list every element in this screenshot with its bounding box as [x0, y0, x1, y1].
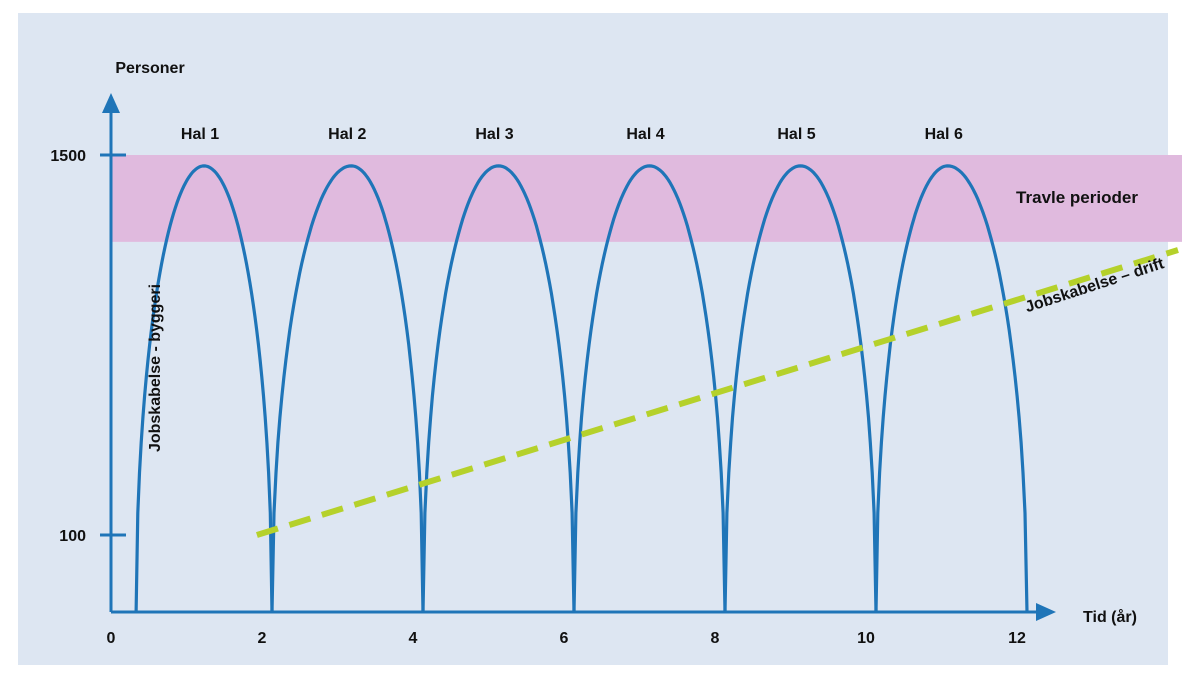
construction-hump-5: [723, 164, 878, 613]
y-axis-arrow: [102, 93, 120, 113]
hall-label-6: Hal 6: [925, 126, 963, 143]
y-axis-title: Personer: [115, 60, 184, 77]
construction-series-label: Jobskabelse - byggeri: [147, 284, 164, 452]
hall-label-2: Hal 2: [328, 126, 366, 143]
x-tick-label-2: 2: [258, 630, 267, 647]
construction-hump-2: [270, 164, 425, 613]
x-ticks: 0 2 4 6 8 10 12: [107, 630, 1026, 647]
construction-hump-1: [134, 164, 274, 613]
axes: [102, 93, 1056, 621]
hall-labels: Hal 1 Hal 2 Hal 3 Hal 4 Hal 5 Hal 6: [181, 126, 963, 143]
y-tick-label-1500: 1500: [50, 148, 86, 165]
drift-series-line: [256, 247, 1179, 538]
x-axis-title: Tid (år): [1083, 608, 1137, 626]
y-ticks: 100 1500: [50, 148, 126, 545]
y-tick-label-100: 100: [59, 528, 86, 545]
hall-label-4: Hal 4: [626, 126, 664, 143]
x-tick-label-10: 10: [857, 630, 875, 647]
busy-period-band: [110, 155, 1182, 242]
drift-series-label: Jobskabelse – drift: [1023, 255, 1167, 316]
x-tick-label-12: 12: [1008, 630, 1026, 647]
x-tick-label-8: 8: [711, 630, 720, 647]
x-tick-label-4: 4: [409, 630, 418, 647]
x-tick-label-6: 6: [560, 630, 569, 647]
hall-label-1: Hal 1: [181, 126, 219, 143]
x-axis-arrow: [1036, 603, 1056, 621]
construction-hump-3: [421, 164, 576, 613]
hall-label-5: Hal 5: [777, 126, 815, 143]
hall-label-3: Hal 3: [475, 126, 513, 143]
band-label: Travle perioder: [1016, 188, 1138, 207]
chart-panel: [18, 13, 1168, 665]
construction-hump-4: [572, 164, 727, 613]
construction-hump-6: [874, 164, 1029, 613]
x-tick-label-0: 0: [107, 630, 116, 647]
construction-series: [134, 164, 1029, 613]
